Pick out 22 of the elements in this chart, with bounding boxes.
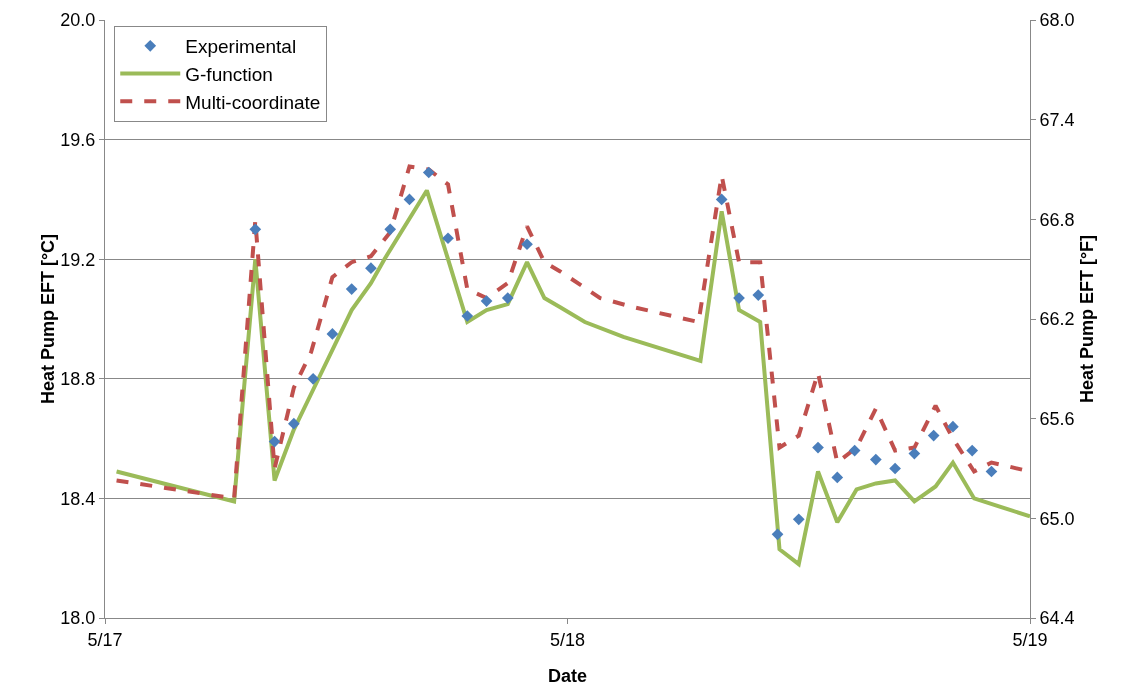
legend-label: Experimental: [185, 36, 297, 58]
x-axis-title: Date: [547, 666, 588, 686]
y2-tick-label: 66.2: [1039, 309, 1075, 330]
y2-tick-label: 65.0: [1039, 508, 1075, 529]
legend-label: G-function: [185, 63, 273, 85]
y2-tick-label: 67.4: [1039, 109, 1075, 130]
legend-label: Multi-coordinate: [185, 91, 321, 113]
y-tick-label: 18.4: [60, 488, 96, 509]
y-tick-label: 18.8: [60, 369, 96, 390]
x-tick-label: 5/19: [1012, 629, 1048, 650]
y-tick-label: 19.2: [60, 249, 96, 270]
y2-axis-title: Heat Pump EFT [°F]: [1076, 234, 1097, 404]
y2-tick-label: 65.6: [1039, 408, 1075, 429]
y2-tick-label: 64.4: [1039, 608, 1075, 629]
x-tick-label: 5/18: [549, 629, 586, 650]
y-tick-label: 20.0: [60, 10, 96, 31]
x-tick-label: 5/17: [87, 629, 123, 650]
y2-tick-label: 68.0: [1039, 10, 1075, 31]
y2-tick-label: 66.8: [1039, 209, 1075, 230]
y-axis-title: Heat Pump EFT [°C]: [38, 233, 59, 405]
y-tick-label: 19.6: [60, 129, 96, 150]
y-tick-label: 18.0: [60, 608, 96, 629]
